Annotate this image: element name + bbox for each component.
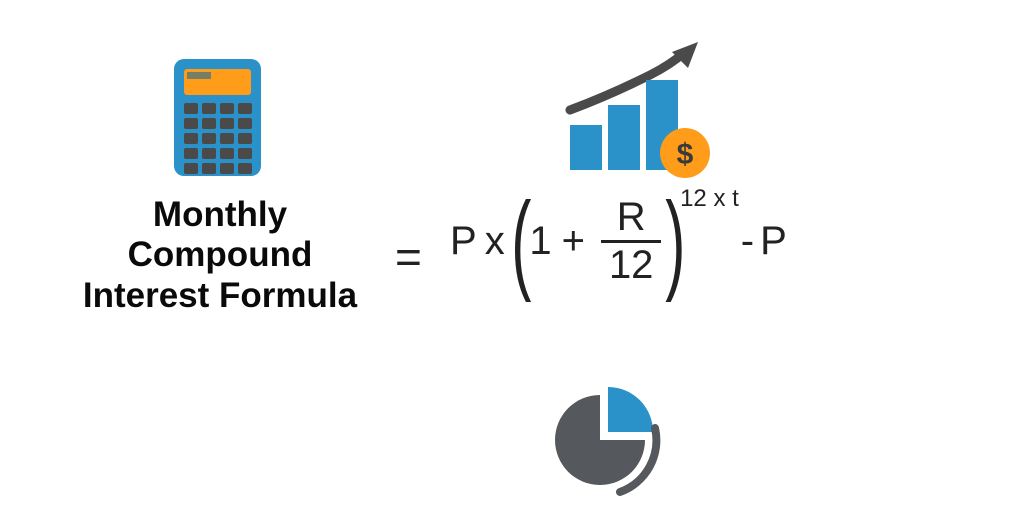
growth-chart-icon: $ — [550, 40, 720, 185]
fraction-numerator: R — [609, 195, 654, 240]
dollar-sign: $ — [677, 138, 694, 171]
title-line-3: Interest Formula — [60, 276, 380, 316]
term-one: 1 — [529, 219, 551, 264]
exponent: 12 x t — [680, 185, 739, 213]
title-line-2: Compound — [60, 235, 380, 275]
term-p2: P — [760, 219, 787, 264]
open-paren: ( — [511, 198, 531, 286]
infographic-canvas: Monthly Compound Interest Formula = P x … — [0, 0, 1024, 526]
formula-title: Monthly Compound Interest Formula — [60, 195, 380, 316]
fraction-denominator: 12 — [601, 243, 662, 288]
close-paren: ) — [666, 198, 686, 286]
term-plus: + — [562, 219, 585, 264]
term-p: P — [450, 219, 477, 264]
calculator-icon — [170, 55, 265, 185]
title-line-1: Monthly — [60, 195, 380, 235]
pie-chart-icon — [545, 380, 675, 505]
term-times: x — [485, 219, 505, 264]
equals-sign: = — [395, 230, 422, 284]
term-minus: - — [741, 219, 754, 264]
formula-expression: P x ( 1 + R 12 ) 12 x t - P — [450, 195, 787, 288]
fraction-r-12: R 12 — [601, 195, 662, 288]
